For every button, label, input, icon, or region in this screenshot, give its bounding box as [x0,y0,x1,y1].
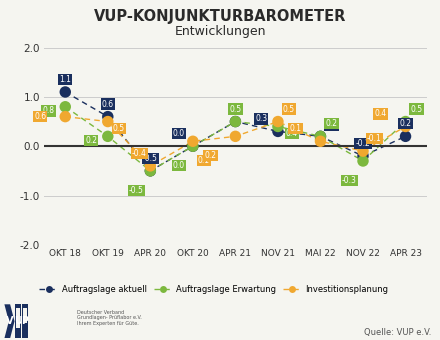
Text: 0.5: 0.5 [229,105,242,114]
Point [189,143,196,149]
Text: -0.1: -0.1 [367,134,381,143]
Text: 1.1: 1.1 [59,75,71,84]
Text: V: V [6,316,13,326]
Point [275,129,282,134]
Point [317,134,324,139]
Text: 0.6: 0.6 [102,100,114,108]
Text: 0.5: 0.5 [411,105,423,114]
Polygon shape [15,304,21,338]
Point [62,114,69,119]
Legend: Auftragslage aktuell, Auftragslage Erwartung, Investitionsplanung: Auftragslage aktuell, Auftragslage Erwar… [39,285,388,294]
Text: 0.5: 0.5 [113,124,125,133]
Text: -0.2: -0.2 [356,139,370,148]
Text: VUP-KONJUNKTURBAROMETER: VUP-KONJUNKTURBAROMETER [94,8,346,23]
Text: 0.6: 0.6 [34,112,46,121]
Point [62,104,69,109]
Point [317,134,324,139]
Point [147,168,154,173]
Point [104,114,111,119]
Text: U: U [15,316,22,326]
Text: 0.1: 0.1 [198,156,210,165]
Text: 0.2: 0.2 [326,119,337,128]
Text: 0.3: 0.3 [255,114,268,123]
Text: Deutscher Verband
Grundlagen- Prüflabor e.V.
Ihrem Experten für Güte.: Deutscher Verband Grundlagen- Prüflabor … [77,310,142,326]
Point [104,119,111,124]
Point [402,124,409,129]
Point [104,134,111,139]
Point [359,148,367,154]
Point [232,119,239,124]
Text: P: P [21,316,29,326]
Point [232,134,239,139]
Text: 0.2: 0.2 [85,136,97,145]
Text: Entwicklungen: Entwicklungen [174,26,266,38]
Polygon shape [23,308,27,323]
Text: -0.5: -0.5 [129,186,144,195]
Point [402,134,409,139]
Point [275,124,282,129]
Text: 0.5: 0.5 [283,105,295,114]
Text: 0.2: 0.2 [326,121,337,130]
Text: 0.2: 0.2 [205,151,216,160]
Text: 0.4: 0.4 [374,109,387,118]
Point [189,143,196,149]
Text: 0.1: 0.1 [290,124,301,133]
Text: 0.2: 0.2 [400,119,411,128]
Text: 0.5: 0.5 [229,105,242,114]
Text: 0.0: 0.0 [173,161,185,170]
Polygon shape [22,304,28,338]
Point [189,139,196,144]
Polygon shape [4,304,15,338]
Text: -0.3: -0.3 [342,176,356,185]
Text: -0.4: -0.4 [132,149,147,158]
Point [275,119,282,124]
Polygon shape [16,308,20,328]
Text: 0.4: 0.4 [286,129,298,138]
Text: Quelle: VUP e.V.: Quelle: VUP e.V. [364,328,431,337]
Point [147,168,154,173]
Point [317,139,324,144]
Point [402,119,409,124]
Text: 0.0: 0.0 [173,129,185,138]
Text: -0.5: -0.5 [143,154,158,163]
Text: 0.8: 0.8 [43,106,55,115]
Point [359,153,367,159]
Point [359,158,367,164]
Point [232,119,239,124]
Point [62,89,69,95]
Point [147,163,154,169]
